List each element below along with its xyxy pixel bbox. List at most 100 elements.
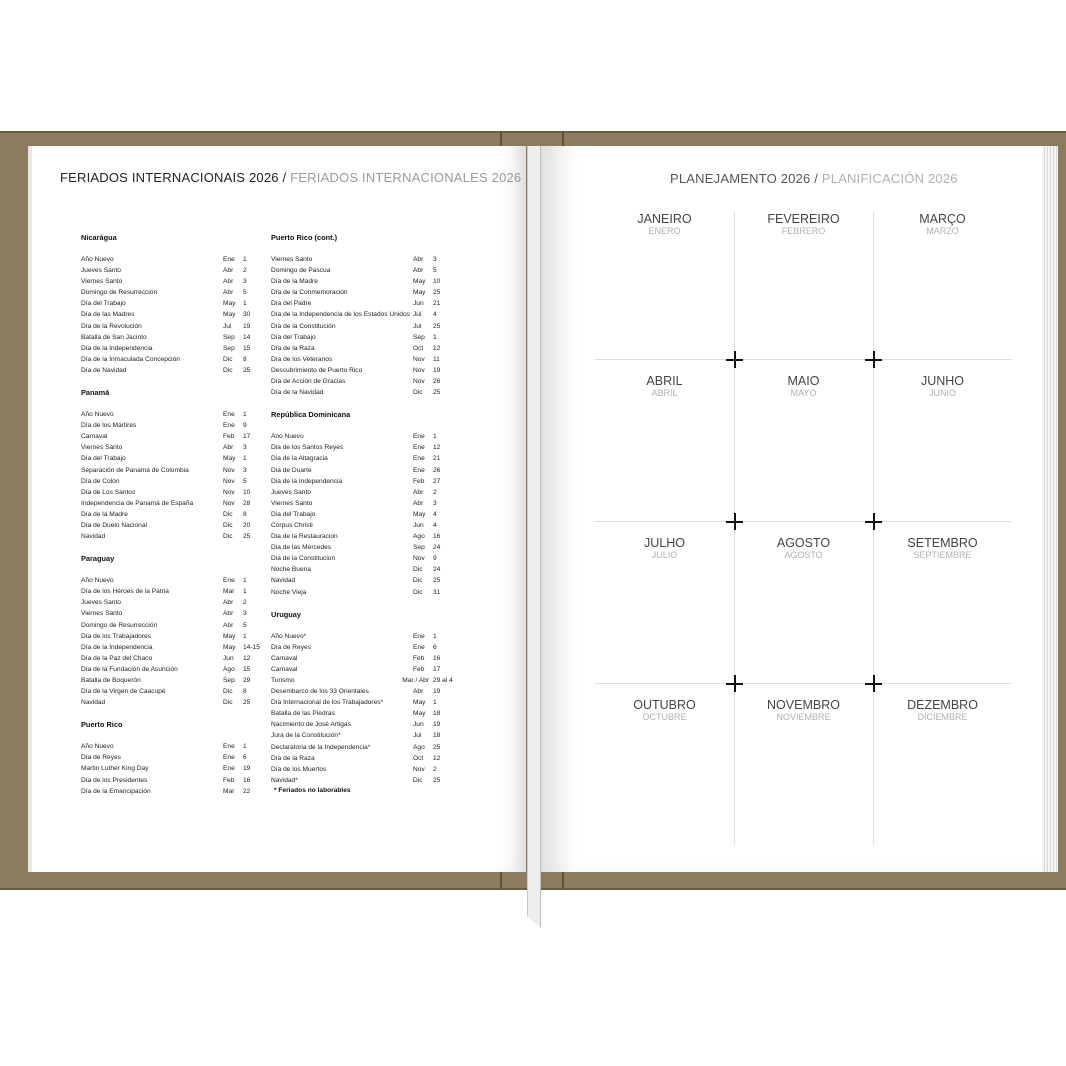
month-cell: ABRIL ABRIL: [595, 374, 734, 399]
holiday-day: 2: [243, 267, 247, 275]
holiday-row: Navidad Dic 25: [81, 531, 259, 542]
month-name-es: SEPTIEMBRE: [913, 550, 972, 560]
holiday-name: Día de Los Santos: [81, 488, 136, 496]
holiday-day: 25: [433, 776, 441, 784]
country-heading: Puerto Rico (cont.): [271, 233, 338, 242]
holiday-name: Declaratoria de la Independencia*: [271, 743, 371, 751]
holiday-name: Batalla de las Piedras: [271, 710, 335, 718]
holiday-day: 25: [243, 366, 251, 374]
holiday-day: 16: [243, 776, 251, 784]
holiday-row: Viernes Santo Abr 3: [81, 608, 259, 619]
country-section: Panamá Año Nuevo Ene 1 Día de los Mártires En…: [81, 388, 259, 542]
holiday-month: Abr: [223, 267, 234, 275]
holiday-month: May: [413, 699, 426, 707]
holiday-day: 4: [433, 521, 437, 529]
title-spanish: FERIADOS INTERNACIONALES 2026: [290, 170, 522, 185]
holiday-day: 1: [243, 455, 247, 463]
plus-mark: [726, 513, 743, 530]
holiday-month: Feb: [413, 477, 425, 485]
holiday-name: Domingo de Resurrección: [81, 621, 158, 629]
holiday-month: Ene: [413, 433, 425, 441]
holiday-row: Viernes Santo Abr 3: [271, 254, 449, 265]
holiday-day: 26: [433, 378, 441, 386]
holiday-month: May: [223, 643, 236, 651]
month-name-pt: OUTUBRO: [633, 698, 696, 712]
holiday-day: 26: [433, 466, 441, 474]
holiday-month: Ene: [413, 466, 425, 474]
holiday-row: Turismo Mar / Abr 29 al 4: [271, 675, 453, 686]
holiday-name: Viernes Santo: [81, 278, 123, 286]
holiday-row: Día de la Madre Dic 8: [81, 509, 259, 520]
holiday-month: Ene: [413, 455, 425, 463]
holiday-day: 27: [433, 477, 441, 485]
holiday-month: Jul: [223, 322, 232, 330]
holiday-month: Dic: [413, 577, 423, 585]
holiday-row: Día de los Trabajadores May 1: [81, 631, 259, 642]
holiday-day: 1: [243, 588, 247, 596]
holiday-name: Día del Trabajo: [81, 300, 126, 308]
bookmark-ribbon[interactable]: [527, 146, 541, 928]
holiday-day: 25: [243, 533, 251, 541]
holiday-row: Batalla de San Jacinto Sep 14: [81, 332, 259, 343]
holiday-day: 24: [433, 544, 441, 552]
holiday-name: Día de Reyes: [81, 754, 121, 762]
holiday-month: Mar: [223, 787, 235, 795]
holiday-day: 3: [243, 466, 247, 474]
holiday-row: Día de la Independencia May 14-15: [81, 642, 260, 653]
month-name-pt: MAIO: [787, 374, 820, 388]
plus-mark: [865, 351, 882, 368]
month-name-es: FEBRERO: [781, 226, 826, 236]
holiday-name: Jueves Santo: [81, 599, 121, 607]
holiday-row: Día de los Veteranos Nov 11: [271, 354, 449, 365]
holiday-row: Día de los Mártires Ene 9: [81, 420, 259, 431]
holiday-day: 28: [243, 499, 251, 507]
grid-horizontal-line: [595, 359, 1012, 360]
holiday-month: Ago: [413, 533, 425, 541]
holiday-row: Día de la Paz del Chaco Jun 12: [81, 653, 259, 664]
holiday-name: Carnaval: [271, 654, 298, 662]
holiday-month: Jul: [413, 322, 422, 330]
title-portuguese: PLANEJAMENTO 2026 /: [670, 171, 819, 186]
holiday-day: 11: [433, 355, 440, 363]
holiday-name: Viernes Santo: [81, 610, 123, 618]
holiday-name: Día de los Presidentes: [81, 776, 148, 784]
holiday-day: 5: [243, 621, 247, 629]
holiday-month: May: [223, 455, 236, 463]
holiday-day: 6: [243, 754, 247, 762]
holiday-name: Navidad: [81, 533, 106, 541]
holiday-month: Jul: [413, 732, 422, 740]
month-name-pt: JANEIRO: [637, 212, 692, 226]
holiday-row: Navidad Dic 25: [271, 575, 449, 586]
holiday-day: 20: [243, 521, 251, 529]
holiday-row: Día de la Navidad Dic 25: [271, 387, 449, 398]
month-cell: NOVEMBRO NOVIEMBRE: [734, 698, 873, 723]
holiday-day: 17: [433, 665, 441, 673]
holiday-row: Descubrimiento de Puerto Rico Nov 19: [271, 365, 449, 376]
holiday-day: 6: [433, 643, 437, 651]
holiday-row: Día de Duelo Nacional Dic 20: [81, 520, 259, 531]
holiday-name: Nacimiento de José Artigas: [271, 721, 351, 729]
holiday-day: 14: [243, 333, 251, 341]
holiday-month: May: [413, 710, 426, 718]
right-page: [540, 146, 1042, 872]
holiday-month: Jun: [413, 521, 424, 529]
holiday-row: Dia de la Altagracia Ene 21: [271, 453, 449, 464]
holiday-name: Dia de las Mercedes: [271, 544, 332, 552]
holiday-month: Ago: [223, 665, 235, 673]
holiday-row: Año Nuevo Ene 1: [81, 575, 259, 586]
holiday-row: Día del Trabajo Sep 1: [271, 332, 449, 343]
holiday-row: Día de la Raza Oct 12: [271, 753, 449, 764]
holiday-month: Sep: [413, 544, 425, 552]
grid-horizontal-line: [595, 683, 1012, 684]
holiday-name: Navidad*: [271, 776, 298, 784]
holiday-name: Batalla de Boquerón: [81, 677, 141, 684]
holiday-name: Día de la Emancipación: [81, 787, 151, 795]
holiday-row: Día de la Inmaculada Concepción Dic 8: [81, 354, 259, 365]
country-heading: Paraguay: [81, 554, 115, 564]
grid-horizontal-line: [595, 521, 1012, 522]
holiday-row: Dia de la Restauracion Ago 16: [271, 531, 449, 542]
holiday-month: Mar: [223, 588, 235, 596]
right-page-title: PLANEJAMENTO 2026 / PLANIFICACIÓN 2026: [670, 171, 958, 186]
holiday-row: Día de las Madres May 30: [81, 309, 259, 320]
holiday-month: Nov: [413, 555, 425, 563]
